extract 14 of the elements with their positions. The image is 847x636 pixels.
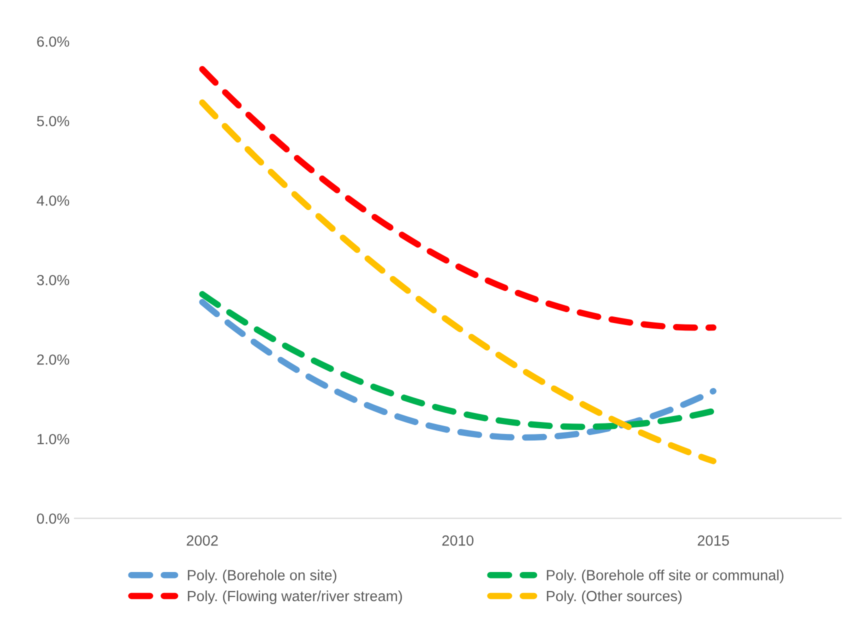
x-tick-label: 2010	[442, 535, 474, 546]
y-tick-label: 3.0%	[36, 274, 70, 286]
y-tick-label: 2.0%	[37, 354, 70, 365]
legend-label: Poly. (Flowing water/river stream)	[188, 590, 402, 604]
x-tick-label: 2002	[186, 535, 218, 546]
x-tick-label: 2015	[698, 535, 729, 546]
y-tick-label: 4.0%	[36, 195, 70, 206]
y-tick-label: 1.0%	[38, 434, 70, 444]
y-tick-label: 6.0%	[37, 36, 70, 47]
legend-label: Poly. (Borehole on site)	[188, 570, 336, 584]
legend-label: Poly. (Other sources)	[546, 590, 682, 604]
y-tick-label: 5.0%	[37, 116, 70, 126]
y-tick-label: 0.0%	[37, 513, 70, 524]
legend-label: Poly. (Borehole off site or communal)	[546, 570, 784, 584]
